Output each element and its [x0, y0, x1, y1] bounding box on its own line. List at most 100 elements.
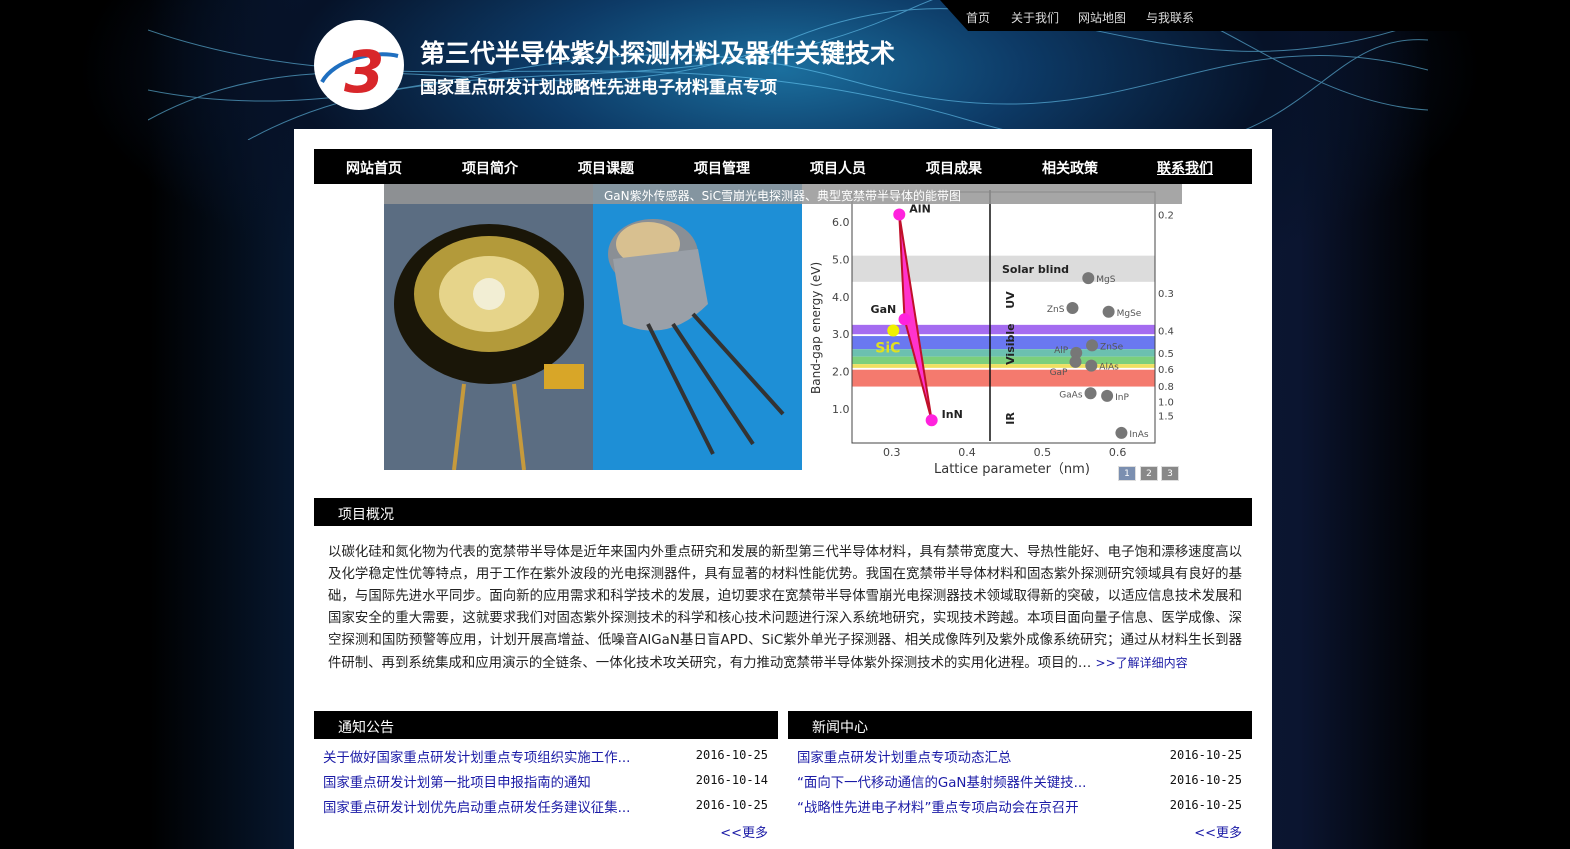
- y-tick-label: 6.0: [832, 216, 850, 229]
- point-label: ZnSe: [1100, 342, 1124, 352]
- notices-list: 关于做好国家重点研发计划重点专项组织实施工作... 2016-10-25 国家重点…: [314, 746, 778, 849]
- x-tick-label: 0.3: [883, 446, 901, 459]
- notice-link[interactable]: 关于做好国家重点研发计划重点专项组织实施工作...: [323, 751, 631, 766]
- notice-link[interactable]: 国家重点研发计划第一批项目申报指南的通知: [323, 776, 591, 791]
- region-label: IR: [1004, 412, 1017, 425]
- point-label: MgSe: [1117, 309, 1142, 319]
- bandgap-figure: 1.0 2.0 3.0 4.0 5.0 6.0 0.3 0.4 0.5 0.6 0.2 0.3 0.4 0…: [802, 184, 1182, 484]
- nav-contact[interactable]: 联系我们: [1157, 161, 1213, 177]
- sic-point: [887, 324, 900, 337]
- notices-header: 通知公告: [314, 711, 778, 739]
- compound-point: [1082, 272, 1095, 285]
- compound-point: [1066, 302, 1079, 315]
- x-tick-label: 0.4: [958, 446, 976, 459]
- x-axis-label: Lattice parameter（nm): [934, 462, 1090, 477]
- right-tick-label: 0.5: [1158, 349, 1174, 360]
- y-tick-label: 3.0: [832, 328, 850, 341]
- logo[interactable]: 3: [314, 20, 404, 110]
- compound-point: [1070, 346, 1083, 359]
- spectrum-band: [852, 336, 1155, 350]
- top-links: 首页 关于我们 网站地图 与我联系: [940, 0, 1570, 31]
- right-tick-label: 0.3: [1158, 289, 1174, 300]
- x-tick-label: 0.5: [1034, 446, 1052, 459]
- overview-more-link[interactable]: >>了解详细内容: [1095, 656, 1188, 670]
- slide-caption-text: GaN紫外传感器、SiC雪崩光电探测器、典型宽禁带半导体的能带图: [604, 189, 961, 203]
- news-date: 2016-10-25: [1169, 748, 1242, 762]
- point-label: GaAs: [1059, 390, 1083, 400]
- compound-point: [1085, 359, 1098, 372]
- point-label: InN: [942, 408, 963, 421]
- news-link[interactable]: “面向下一代移动通信的GaN基射频器件关键技...: [797, 776, 1087, 791]
- point-label: MgS: [1096, 275, 1115, 285]
- news-more-link[interactable]: <<更多: [1194, 826, 1242, 841]
- point-label: InAs: [1129, 430, 1149, 440]
- list-item: 关于做好国家重点研发计划重点专项组织实施工作... 2016-10-25: [314, 746, 778, 766]
- top-link-contact[interactable]: 与我联系: [1146, 11, 1195, 25]
- list-item: “战略性先进电子材料”重点专项启动会在京召开 2016-10-25: [788, 796, 1252, 816]
- notice-link[interactable]: 国家重点研发计划优先启动重点研发任务建议征集...: [323, 801, 631, 816]
- notices-more-link[interactable]: <<更多: [720, 826, 768, 841]
- slide-caption: GaN紫外传感器、SiC雪崩光电探测器、典型宽禁带半导体的能带图: [384, 184, 1182, 204]
- compound-point: [1086, 339, 1099, 352]
- slide-page-3[interactable]: 3: [1161, 466, 1179, 481]
- right-tick-label: 0.4: [1158, 326, 1174, 337]
- point-label: GaP: [1050, 368, 1068, 378]
- notice-date: 2016-10-25: [695, 798, 768, 812]
- nav-topics[interactable]: 项目课题: [578, 161, 634, 177]
- point-label: GaN: [871, 303, 897, 316]
- y-axis-label: Band-gap energy (eV): [809, 262, 823, 394]
- news-link[interactable]: 国家重点研发计划重点专项动态汇总: [797, 751, 1012, 766]
- compound-point: [1101, 389, 1114, 402]
- sic-label: SiC: [875, 340, 900, 356]
- top-link-about[interactable]: 关于我们: [1011, 11, 1060, 25]
- site-subtitle: 国家重点研发计划战略性先进电子材料重点专项: [420, 78, 777, 98]
- point-label: AlP: [1054, 346, 1069, 356]
- overview-title: 项目概况: [338, 507, 394, 523]
- point-label: InP: [1115, 393, 1129, 403]
- right-tick-label: 0.2: [1158, 211, 1174, 222]
- logo-text: 3: [344, 38, 384, 106]
- y-tick-label: 5.0: [832, 253, 850, 266]
- slide-page-2[interactable]: 2: [1140, 466, 1158, 481]
- site-title: 第三代半导体紫外探测材料及器件关键技术: [420, 39, 896, 68]
- nav-policy[interactable]: 相关政策: [1042, 161, 1098, 177]
- sic-apd-photo: [593, 184, 802, 470]
- notices-title: 通知公告: [338, 720, 394, 736]
- spectrum-band: [852, 324, 1155, 335]
- list-item: 国家重点研发计划第一批项目申报指南的通知 2016-10-14: [314, 771, 778, 791]
- overview-body: 以碳化硅和氮化物为代表的宽禁带半导体是近年来国内外重点研究和发展的新型第三代半导…: [328, 545, 1242, 671]
- notice-date: 2016-10-14: [695, 773, 768, 787]
- slideshow[interactable]: 1.0 2.0 3.0 4.0 5.0 6.0 0.3 0.4 0.5 0.6 0.2 0.3 0.4 0…: [384, 184, 1182, 484]
- nitride-point: [925, 414, 938, 427]
- nitride-point: [893, 208, 906, 221]
- news-header: 新闻中心: [788, 711, 1252, 739]
- overview-header: 项目概况: [314, 498, 1252, 526]
- nav-home[interactable]: 网站首页: [346, 161, 402, 177]
- spectrum-band: [852, 349, 1155, 357]
- right-tick-label: 0.8: [1158, 382, 1174, 393]
- region-label: Visible: [1004, 323, 1017, 365]
- uv-sensor-photo: [384, 184, 593, 470]
- top-link-sitemap[interactable]: 网站地图: [1078, 11, 1127, 25]
- right-tick-label: 0.6: [1158, 365, 1174, 376]
- y-tick-label: 1.0: [832, 403, 850, 416]
- news-date: 2016-10-25: [1169, 798, 1242, 812]
- nav-intro[interactable]: 项目简介: [462, 161, 518, 177]
- point-label: AlN: [909, 203, 930, 216]
- nav-management[interactable]: 项目管理: [694, 161, 750, 177]
- point-label: AlAs: [1099, 363, 1119, 373]
- spectrum-band: [852, 364, 1155, 368]
- x-tick-label: 0.6: [1109, 446, 1127, 459]
- news-title: 新闻中心: [812, 720, 868, 736]
- nav-people[interactable]: 项目人员: [810, 161, 866, 177]
- news-date: 2016-10-25: [1169, 773, 1242, 787]
- right-tick-label: 1.0: [1158, 398, 1174, 409]
- list-item: 国家重点研发计划优先启动重点研发任务建议征集... 2016-10-25: [314, 796, 778, 816]
- spectrum-band: [852, 356, 1155, 365]
- main-nav: 网站首页 项目简介 项目课题 项目管理 项目人员 项目成果 相关政策 联系我们: [314, 149, 1252, 184]
- nav-results[interactable]: 项目成果: [926, 161, 982, 177]
- top-link-home[interactable]: 首页: [966, 11, 991, 25]
- nitride-point: [898, 313, 911, 326]
- news-link[interactable]: “战略性先进电子材料”重点专项启动会在京召开: [797, 801, 1079, 816]
- slide-page-1[interactable]: 1: [1118, 466, 1136, 481]
